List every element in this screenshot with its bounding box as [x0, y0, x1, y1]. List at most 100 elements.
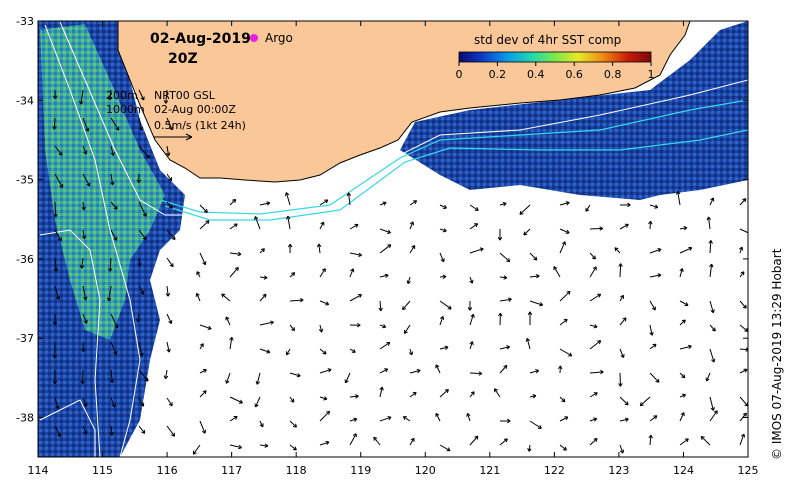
credit-label: © IMOS 07-Aug-2019 13:29 Hobart [770, 248, 784, 460]
current-vector [54, 229, 62, 242]
current-vector [739, 198, 747, 206]
current-vector [409, 200, 418, 206]
current-vector [739, 347, 748, 352]
current-vector [379, 324, 387, 329]
current-vector [709, 396, 715, 411]
current-vector [199, 324, 212, 331]
colorbar-tick-label: 0.4 [527, 68, 545, 81]
current-vector [259, 248, 265, 254]
current-vector [166, 229, 176, 241]
current-vector [166, 201, 173, 209]
current-vector [254, 216, 261, 230]
current-vector [285, 348, 291, 356]
current-vector [165, 145, 171, 157]
product-time-label: 02-Aug 00:00Z [154, 103, 236, 116]
current-vector [53, 201, 58, 218]
current-vector [469, 223, 479, 230]
current-vector [523, 228, 531, 236]
current-vector [349, 417, 358, 422]
current-vector [494, 388, 501, 398]
x-axis: 114 115 116 117 118 119 120 121 122 123 124 125 [28, 21, 759, 477]
current-vector [259, 293, 267, 302]
current-vector [589, 369, 604, 375]
current-vector [559, 318, 568, 326]
current-vector [409, 391, 417, 398]
current-vector [54, 173, 64, 189]
current-vector [319, 199, 329, 206]
current-vector [138, 285, 145, 295]
current-vector [469, 341, 474, 350]
current-vector [319, 396, 328, 401]
current-vector [529, 394, 537, 399]
current-vector [439, 300, 452, 310]
current-vector [259, 443, 269, 448]
current-vector [589, 340, 602, 350]
current-vector [589, 438, 598, 446]
current-vector [402, 416, 411, 422]
current-vector [527, 444, 532, 452]
current-vector [709, 300, 715, 314]
current-vector [529, 273, 540, 279]
current-vector [739, 433, 746, 446]
current-vector [739, 246, 744, 254]
y-tick-label: -38 [16, 412, 34, 425]
colorbar-ticks: 0 0.2 0.4 0.6 0.8 1 [456, 62, 655, 81]
current-vector [435, 364, 441, 374]
current-vector [499, 201, 507, 207]
current-vector [82, 173, 91, 187]
current-vector [259, 275, 268, 280]
product-label: NRT00 GSL [154, 89, 216, 102]
y-tick-label: -37 [16, 332, 34, 345]
current-vector [739, 300, 747, 309]
current-vector [289, 272, 296, 278]
current-vector [439, 345, 449, 350]
current-vector [469, 276, 474, 284]
current-vector [138, 89, 145, 101]
current-vector [679, 225, 688, 231]
current-vector [166, 341, 171, 353]
current-vector [379, 368, 389, 374]
current-vector [53, 257, 59, 272]
current-vector [409, 221, 415, 230]
current-vector [349, 433, 357, 446]
current-vector [81, 229, 87, 240]
current-vector [289, 324, 296, 332]
current-vector [497, 228, 503, 241]
current-vector [559, 416, 569, 422]
current-vector [403, 324, 411, 334]
current-vector [739, 368, 748, 374]
current-vector [708, 240, 713, 254]
current-vector [649, 300, 656, 311]
contour-1000m-label: 1000m [106, 103, 145, 116]
current-vector [469, 391, 475, 398]
current-vector [589, 252, 596, 260]
current-vector [110, 341, 118, 355]
current-vector [138, 201, 147, 217]
current-vector [254, 396, 261, 408]
current-vector [499, 297, 512, 302]
current-vector [679, 372, 686, 379]
current-vector [467, 300, 473, 311]
current-vector [319, 410, 331, 422]
current-vector [166, 397, 173, 407]
current-vector [499, 364, 508, 374]
current-vector [649, 324, 654, 336]
current-vector [679, 300, 689, 307]
current-vector [469, 371, 483, 376]
current-vector [553, 266, 561, 278]
current-vector [344, 372, 351, 384]
current-vector [679, 246, 693, 254]
current-vector [166, 313, 173, 324]
current-vector [349, 394, 359, 399]
contour-200m-label: 200m [106, 89, 138, 102]
colorbar-tick-label: 0.8 [604, 68, 622, 81]
current-vector [466, 412, 471, 422]
sst-west-coast-high-variance [40, 24, 165, 340]
current-vector [379, 244, 392, 254]
current-vector [585, 204, 591, 212]
current-vector [318, 324, 324, 333]
current-vector [529, 420, 542, 429]
x-tick-label: 117 [221, 464, 242, 477]
current-vector [589, 293, 602, 302]
current-vector [54, 425, 62, 438]
